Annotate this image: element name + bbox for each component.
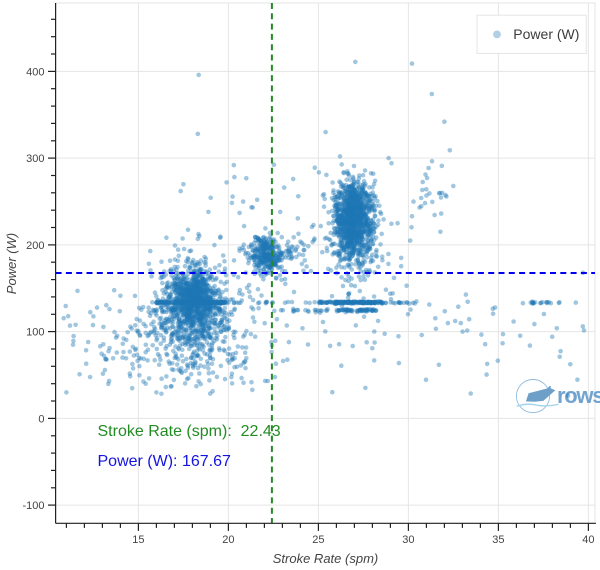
svg-text:40: 40: [582, 534, 594, 546]
svg-text:300: 300: [26, 153, 44, 165]
svg-text:30: 30: [402, 534, 414, 546]
svg-text:20: 20: [222, 534, 234, 546]
svg-text:Stroke Rate (spm): 22.43: Stroke Rate (spm): 22.43: [98, 423, 281, 440]
svg-text:Power (W): Power (W): [4, 233, 19, 294]
svg-text:0: 0: [38, 413, 44, 425]
svg-text:-100: -100: [22, 500, 44, 512]
svg-text:Stroke Rate (spm): Stroke Rate (spm): [273, 551, 378, 566]
svg-text:Power (W): 167.67: Power (W): 167.67: [98, 453, 231, 470]
svg-text:rowsa: rowsa: [557, 383, 600, 408]
svg-text:15: 15: [132, 534, 144, 546]
svg-text:400: 400: [26, 66, 44, 78]
svg-text:25: 25: [312, 534, 324, 546]
svg-text:Power (W): Power (W): [513, 26, 579, 42]
svg-text:200: 200: [26, 240, 44, 252]
svg-text:35: 35: [492, 534, 504, 546]
svg-text:100: 100: [26, 327, 44, 339]
